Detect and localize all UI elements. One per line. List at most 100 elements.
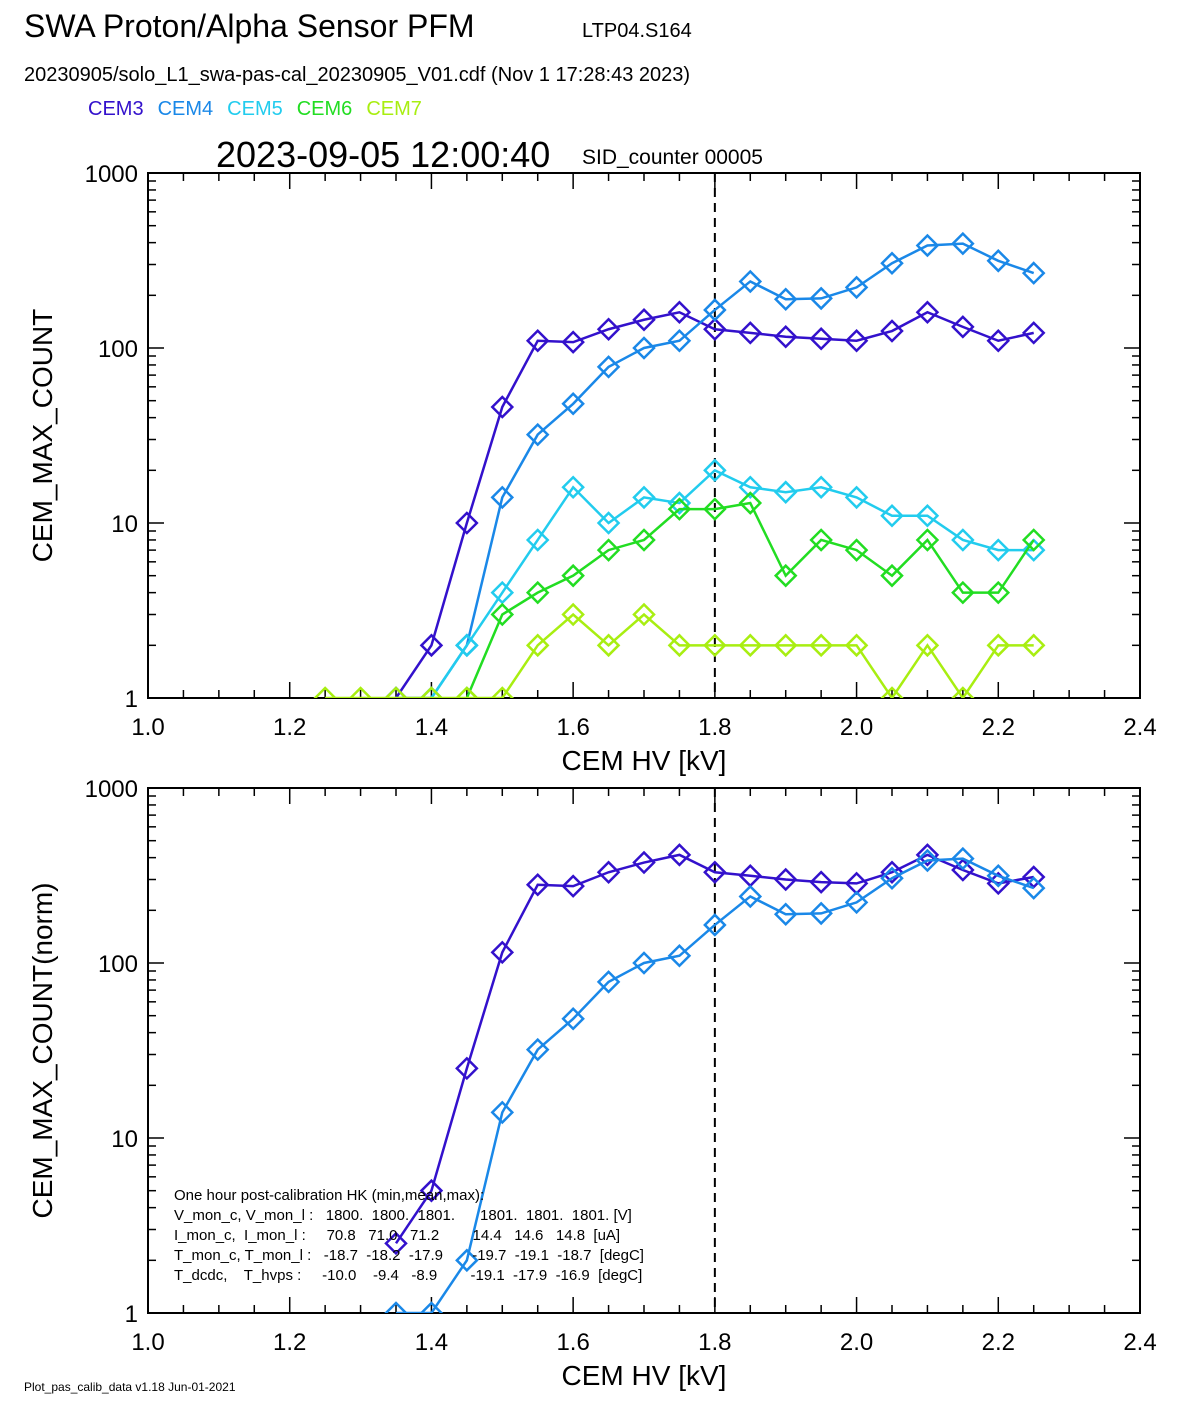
x-tick-label: 2.4 <box>1123 1329 1156 1356</box>
data-point <box>809 870 833 894</box>
hk-line-4: T_mon_c, T_mon_l : -18.7 -18.2 -17.9 -19… <box>174 1247 644 1264</box>
x-tick-label: 2.0 <box>840 714 873 741</box>
data-point <box>490 485 515 510</box>
data-point <box>1021 876 1046 900</box>
data-point <box>951 686 975 698</box>
data-point <box>880 319 904 343</box>
data-point <box>667 491 692 515</box>
data-point <box>844 538 869 562</box>
y-tick-label: 10 <box>111 1126 138 1153</box>
x-tick-label: 1.2 <box>273 1329 306 1356</box>
data-point <box>951 580 975 605</box>
data-point <box>773 563 798 588</box>
data-point <box>844 633 869 658</box>
data-point <box>880 686 904 698</box>
data-point <box>561 602 585 627</box>
data-point <box>809 286 833 311</box>
x-tick-label: 2.2 <box>982 1329 1015 1356</box>
data-point <box>596 970 621 994</box>
data-point <box>844 275 869 300</box>
data-point <box>738 633 763 658</box>
data-point <box>525 528 550 552</box>
series-cem4 <box>384 846 1046 1313</box>
data-point <box>667 843 692 867</box>
x-tick-label: 1.8 <box>698 1329 731 1356</box>
data-point <box>809 326 833 351</box>
data-point <box>384 686 408 698</box>
chart-panel-2: 1.0 1.2 1.4 1.6 1.8 2.0 2.2 2.4 1 10 100 1000 CEM HV… <box>27 776 1157 1391</box>
x-tick-label: 1.8 <box>698 714 731 741</box>
data-point <box>561 392 585 416</box>
data-point <box>632 485 656 510</box>
data-point <box>561 1007 585 1031</box>
data-point <box>596 355 621 379</box>
data-point <box>525 328 550 353</box>
data-point <box>880 503 904 528</box>
x-tick-label: 1.0 <box>131 1329 164 1356</box>
data-point <box>596 317 621 342</box>
y-tick-label: 100 <box>98 951 138 978</box>
x-tick-label: 1.0 <box>131 714 164 741</box>
data-point <box>1021 528 1046 552</box>
x-tick-label: 2.4 <box>1123 714 1156 741</box>
data-point <box>809 528 833 552</box>
chart-panel-1: 1.0 1.2 1.4 1.6 1.8 2.0 2.2 2.4 1 10 100 1000 CEM HV… <box>27 161 1157 776</box>
y-tick-label: 1000 <box>85 161 138 188</box>
sid-counter: SID_counter 00005 <box>582 146 763 169</box>
data-point <box>525 1037 550 1062</box>
data-point <box>738 884 763 909</box>
data-point <box>773 867 798 892</box>
data-point <box>632 307 656 332</box>
x-tick-label: 1.6 <box>556 714 589 741</box>
data-point <box>880 563 904 588</box>
hk-line-3: I_mon_c, I_mon_l : 70.8 71.0 71.2 14.4 1… <box>174 1227 620 1244</box>
data-point <box>667 633 692 658</box>
y-tick-label: 1 <box>125 686 138 713</box>
data-point <box>951 528 975 552</box>
data-point <box>525 633 550 658</box>
data-point <box>525 422 550 447</box>
x-axis-label: CEM HV [kV] <box>562 745 727 776</box>
data-point <box>384 1301 408 1313</box>
data-point <box>703 633 727 658</box>
data-point <box>738 269 763 294</box>
data-point <box>596 860 621 885</box>
data-point <box>419 686 444 698</box>
data-point <box>738 321 763 345</box>
data-point <box>596 511 621 535</box>
data-point <box>632 951 656 975</box>
footer-version: Plot_pas_calib_data v1.18 Jun-01-2021 <box>24 1380 236 1394</box>
x-tick-label: 1.6 <box>556 1329 589 1356</box>
y-tick-label: 1 <box>125 1301 138 1328</box>
data-point <box>844 328 869 353</box>
data-point <box>667 328 692 353</box>
data-point <box>667 497 692 521</box>
data-point <box>455 511 479 535</box>
data-point <box>986 864 1011 888</box>
data-point <box>419 1178 444 1203</box>
data-point <box>844 890 869 915</box>
hk-line-1: One hour post-calibration HK (min,mean,m… <box>174 1187 484 1204</box>
x-tick-label: 1.4 <box>415 714 448 741</box>
data-point <box>738 491 763 515</box>
data-point <box>490 602 515 627</box>
data-point <box>632 850 656 875</box>
data-point <box>880 251 904 276</box>
data-point <box>632 602 656 627</box>
series-cem5 <box>419 458 1046 698</box>
data-point <box>419 1301 444 1313</box>
data-point <box>490 686 515 698</box>
data-point <box>951 846 975 871</box>
y-tick-label: 100 <box>98 336 138 363</box>
data-point <box>986 328 1011 353</box>
data-point <box>951 858 975 882</box>
data-point <box>915 300 940 325</box>
y-tick-label: 10 <box>111 511 138 538</box>
data-point <box>915 233 940 258</box>
data-point <box>773 902 798 926</box>
data-point <box>596 538 621 562</box>
series-line <box>394 310 1034 698</box>
data-point <box>1021 633 1046 658</box>
data-point <box>384 1231 408 1256</box>
